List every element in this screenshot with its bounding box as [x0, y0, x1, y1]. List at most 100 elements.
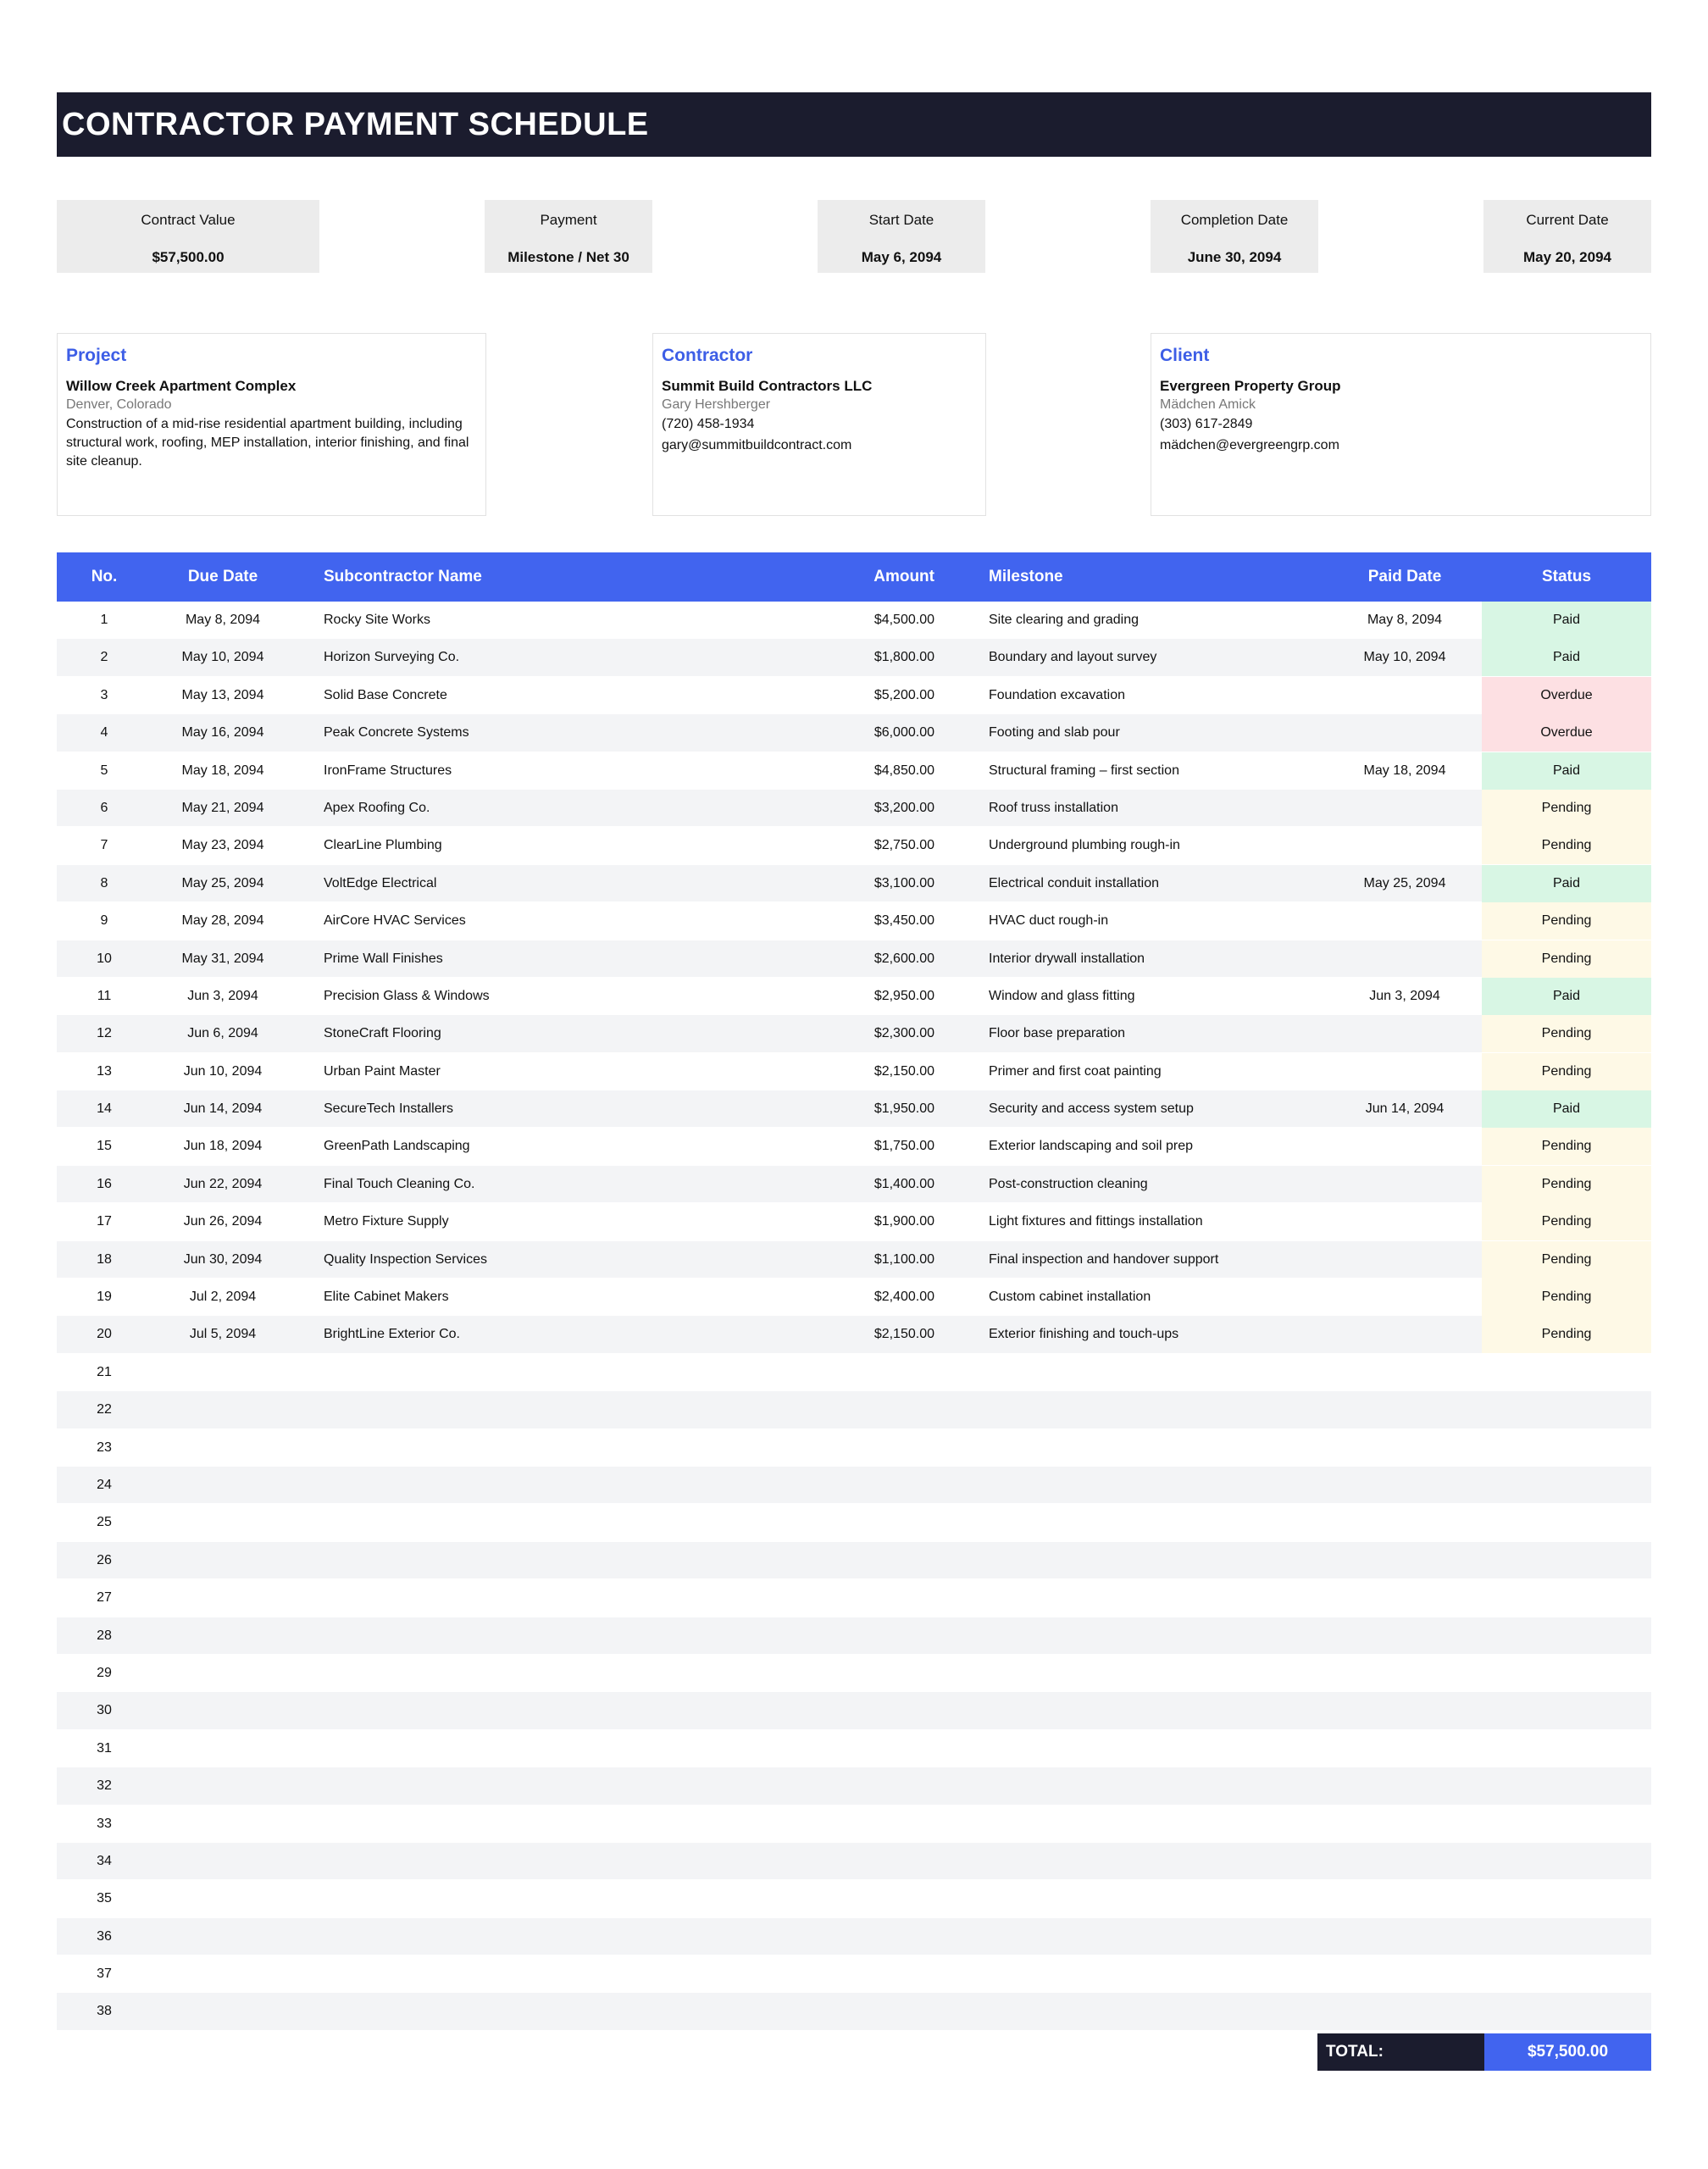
table-row: 20 Jul 5, 2094 BrightLine Exterior Co. $2,1…	[57, 1316, 1651, 1354]
due-date-cell	[152, 1579, 294, 1617]
due-date-cell: May 25, 2094	[181, 875, 264, 890]
milestone-cell: Final inspection and handover support	[989, 1251, 1219, 1267]
amount-cell: $2,600.00	[873, 951, 934, 966]
paid-date-cell	[1328, 1391, 1482, 1428]
status-cell	[1482, 1730, 1651, 1767]
amount-cell	[777, 1692, 934, 1729]
amount-cell	[777, 1767, 934, 1805]
subcontractor-cell	[324, 1391, 798, 1428]
paid-date-cell	[1328, 1692, 1482, 1729]
paid-date-cell	[1328, 940, 1482, 978]
subcontractor-cell: Rocky Site Works	[324, 613, 430, 627]
table-row: 3 May 13, 2094 Solid Base Concrete $5,200.0…	[57, 676, 1651, 715]
table-row: 22	[57, 1391, 1651, 1429]
status-cell: Paid	[1482, 602, 1651, 639]
due-date-cell: May 13, 2094	[181, 687, 264, 702]
row-number: 29	[97, 1665, 112, 1680]
amount-cell: $4,500.00	[873, 613, 934, 627]
summary-label: Start Date	[868, 212, 934, 228]
row-number: 17	[97, 1214, 112, 1229]
table-row: 19 Jul 2, 2094 Elite Cabinet Makers $2,400.…	[57, 1279, 1651, 1317]
status-cell	[1482, 1918, 1651, 1955]
row-number: 18	[97, 1251, 112, 1267]
status-cell	[1482, 1692, 1651, 1729]
subcontractor-cell	[324, 1542, 798, 1579]
amount-cell	[777, 1955, 934, 1993]
paid-date-cell	[1328, 1015, 1482, 1052]
table-row: 1 May 8, 2094 Rocky Site Works $4,500.00 Sit…	[57, 602, 1651, 640]
amount-cell	[777, 1542, 934, 1579]
subcontractor-cell	[324, 1806, 798, 1843]
table-row: 26	[57, 1541, 1651, 1580]
milestone-cell	[989, 1880, 1370, 1917]
status-cell	[1482, 1843, 1651, 1880]
status-cell: Pending	[1482, 1165, 1651, 1203]
summary-value: June 30, 2094	[1187, 249, 1282, 265]
paid-date-cell	[1328, 827, 1482, 864]
status-cell	[1482, 1655, 1651, 1692]
project-location: Denver, Colorado	[66, 397, 172, 412]
table-row: 36	[57, 1917, 1651, 1956]
row-number: 12	[97, 1026, 112, 1041]
due-date-cell	[152, 1354, 294, 1391]
table-row: 31	[57, 1730, 1651, 1768]
status-cell: Pending	[1482, 1052, 1651, 1090]
subcontractor-cell	[324, 1617, 798, 1655]
amount-cell: $3,100.00	[873, 875, 934, 890]
milestone-cell	[989, 1504, 1370, 1541]
amount-cell	[777, 1579, 934, 1617]
row-number: 13	[97, 1063, 112, 1079]
header-milestone: Milestone	[989, 568, 1063, 585]
header-due-date: Due Date	[187, 568, 258, 585]
paid-date-cell	[1328, 1579, 1482, 1617]
project-description: Construction of a mid-rise residential a…	[66, 417, 469, 469]
subcontractor-cell	[324, 1955, 798, 1993]
subcontractor-cell	[324, 1880, 798, 1917]
paid-date-cell	[1328, 714, 1482, 752]
row-number: 22	[97, 1402, 112, 1417]
project-card: Project Willow Creek Apartment Complex D…	[57, 333, 486, 516]
client-card: Client Evergreen Property Group Mädchen …	[1151, 333, 1651, 516]
amount-cell: $2,750.00	[873, 838, 934, 853]
summary-value: $57,500.00	[152, 249, 225, 265]
row-number: 38	[97, 2004, 112, 2019]
subcontractor-cell	[324, 1918, 798, 1955]
paid-date-cell	[1328, 1279, 1482, 1316]
table-row: 7 May 23, 2094 ClearLine Plumbing $2,750.00…	[57, 827, 1651, 865]
title-bar: CONTRACTOR PAYMENT SCHEDULE	[57, 92, 1651, 157]
milestone-cell: Electrical conduit installation	[989, 875, 1159, 890]
due-date-cell	[152, 1429, 294, 1467]
subcontractor-cell: Elite Cabinet Makers	[324, 1290, 449, 1305]
table-row: 12 Jun 6, 2094 StoneCraft Flooring $2,300.0…	[57, 1015, 1651, 1053]
table-row: 25	[57, 1504, 1651, 1542]
amount-cell	[777, 1429, 934, 1467]
header-no: No.	[91, 568, 118, 585]
paid-date-cell	[1328, 1730, 1482, 1767]
amount-cell	[777, 1617, 934, 1655]
header-status: Status	[1541, 568, 1592, 585]
milestone-cell: Exterior landscaping and soil prep	[989, 1139, 1194, 1154]
summary-label: Completion Date	[1180, 212, 1289, 228]
amount-cell	[777, 1918, 934, 1955]
amount-cell	[777, 1993, 934, 2030]
due-date-cell	[152, 1955, 294, 1993]
due-date-cell: May 31, 2094	[181, 951, 264, 966]
amount-cell: $1,400.00	[873, 1176, 934, 1191]
paid-date-cell	[1328, 1467, 1482, 1504]
status-cell	[1482, 1617, 1651, 1655]
header-amount: Amount	[873, 568, 934, 585]
row-number: 31	[97, 1740, 112, 1756]
due-date-cell	[152, 1617, 294, 1655]
subcontractor-cell	[324, 1843, 798, 1880]
project-heading: Project	[66, 346, 127, 365]
table-row: 5 May 18, 2094 IronFrame Structures $4,850.…	[57, 752, 1651, 790]
table-row: 27	[57, 1579, 1651, 1617]
subcontractor-cell: Peak Concrete Systems	[324, 725, 469, 741]
milestone-cell	[989, 1617, 1370, 1655]
due-date-cell: May 28, 2094	[181, 913, 264, 929]
paid-date-cell	[1328, 1843, 1482, 1880]
total-label: TOTAL:	[1317, 2033, 1484, 2071]
status-cell: Pending	[1482, 789, 1651, 827]
due-date-cell	[152, 1504, 294, 1541]
status-cell: Pending	[1482, 902, 1651, 940]
